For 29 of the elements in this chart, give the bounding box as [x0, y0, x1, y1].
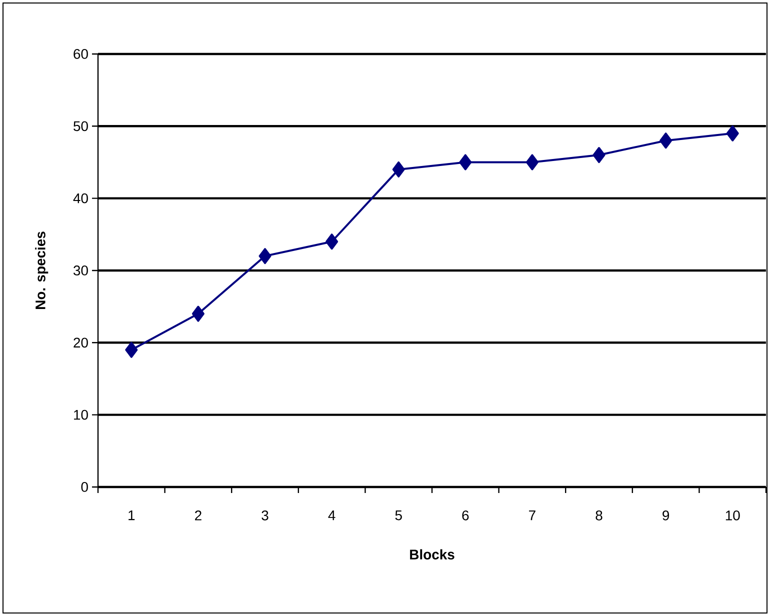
point	[592, 147, 606, 164]
y-tick-label: 50	[74, 121, 88, 132]
x-tick-label: 10	[726, 510, 740, 520]
x-axis-title: Blocks	[410, 549, 454, 560]
y-tick-label: 30	[74, 266, 88, 276]
y-tick-label: 60	[74, 49, 88, 59]
point	[392, 161, 405, 178]
x-tick-label: 7	[529, 510, 536, 520]
x-tick-label: 5	[395, 510, 402, 520]
y-tick-label: 0	[81, 482, 88, 492]
x-tick-label: 8	[596, 510, 602, 520]
y-tick-label: 40	[73, 193, 88, 204]
point	[726, 125, 739, 142]
y-tick-label: 10	[74, 410, 88, 420]
x-tick-label: 2	[195, 510, 202, 520]
x-tick-label: 4	[328, 510, 336, 520]
point	[526, 154, 538, 170]
point	[192, 306, 204, 322]
point	[326, 234, 338, 250]
point	[125, 342, 138, 358]
point	[258, 248, 272, 264]
y-axis-title: No. species	[35, 232, 48, 309]
x-tick-label: 1	[128, 510, 135, 520]
x-tick-label: 9	[662, 510, 670, 520]
point	[660, 132, 672, 149]
x-tick-label: 6	[462, 510, 469, 520]
point	[459, 154, 472, 170]
y-tick-label: 20	[74, 338, 88, 348]
x-tick-label: 3	[262, 510, 268, 520]
